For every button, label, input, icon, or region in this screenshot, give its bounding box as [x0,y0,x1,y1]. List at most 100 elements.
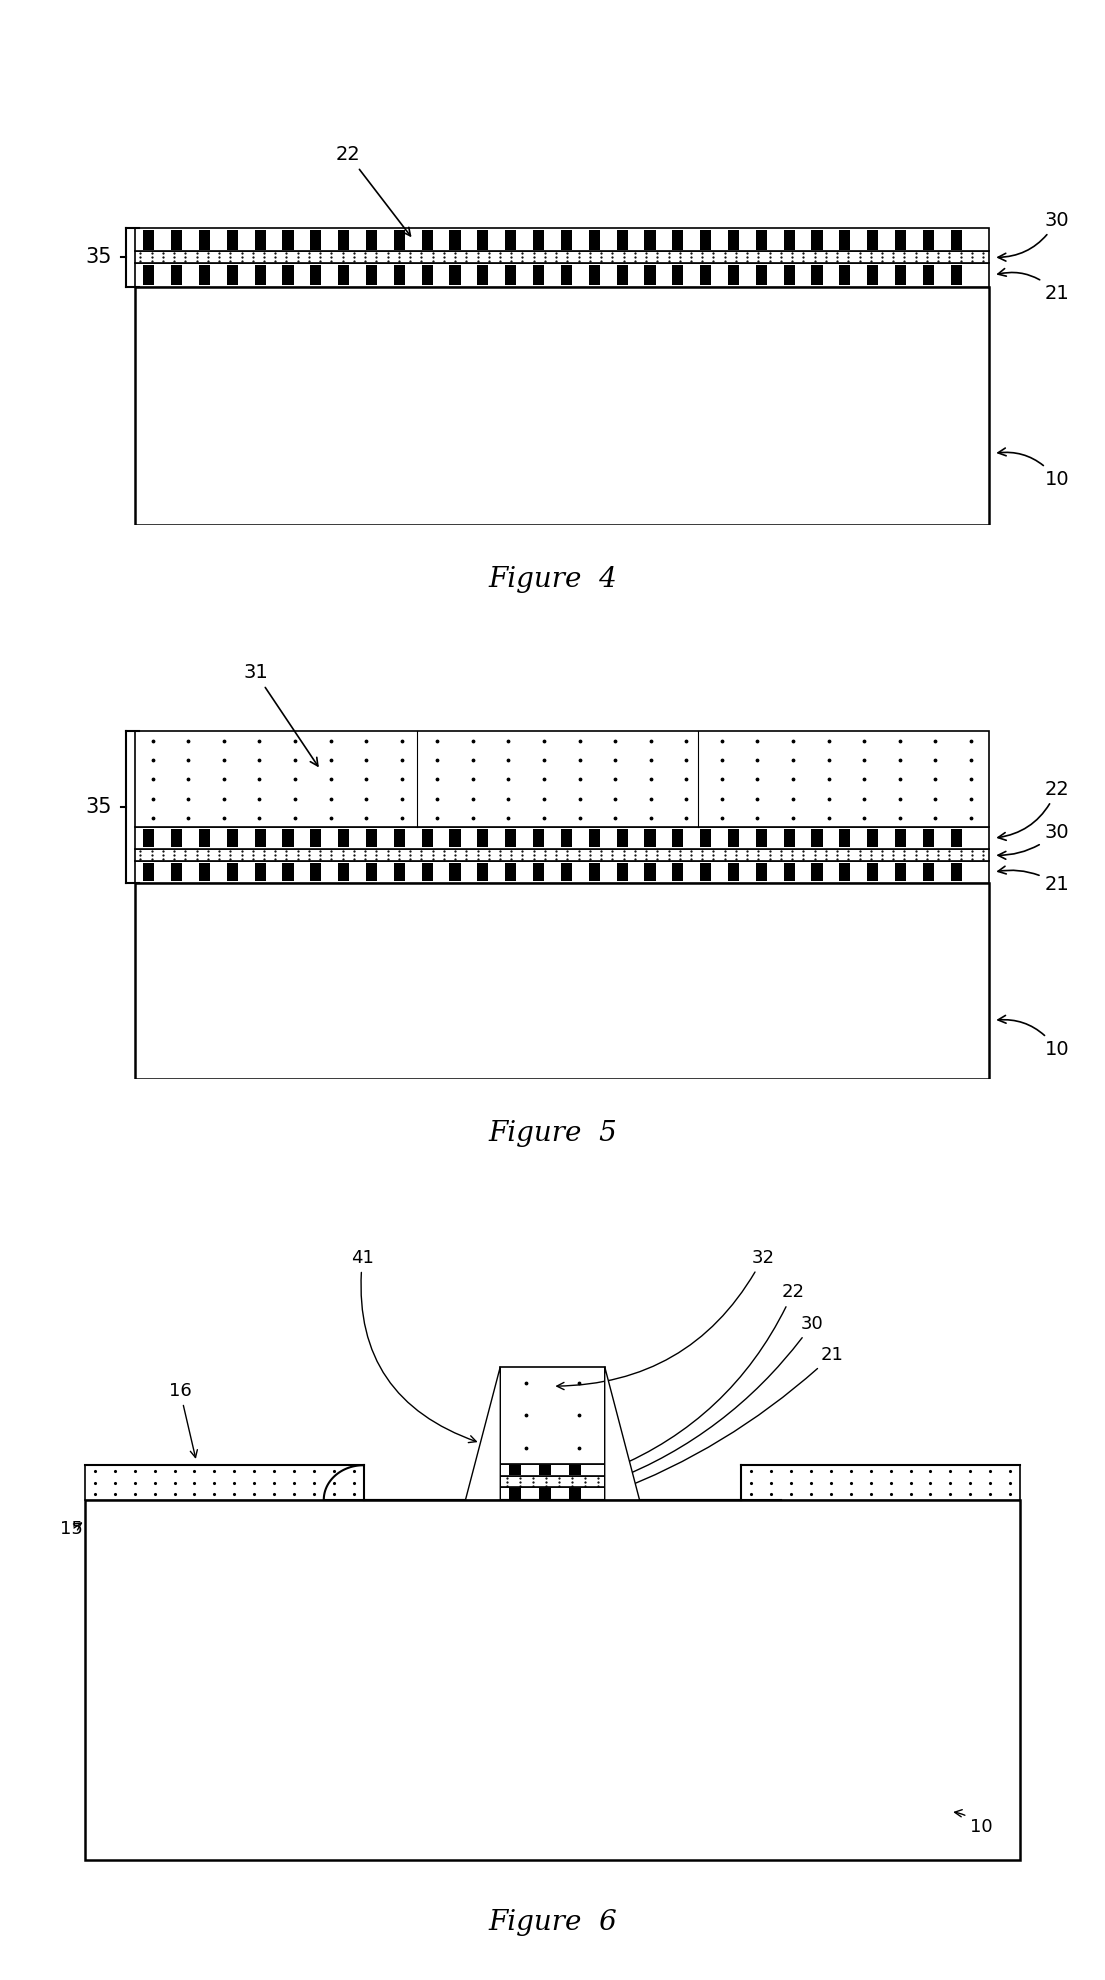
Bar [728,863,739,881]
Bar [199,265,210,285]
Bar [450,265,461,285]
Bar [135,861,989,883]
Bar [311,830,322,847]
Bar [144,830,155,847]
Bar [617,265,628,285]
Bar [366,830,377,847]
Bar [85,1465,364,1501]
Bar [728,830,739,847]
Bar [811,230,822,249]
Bar [338,265,349,285]
Bar [393,230,404,249]
Bar [672,830,683,847]
Text: 22: 22 [613,1283,804,1469]
Bar [561,230,572,249]
Bar [840,230,851,249]
Bar [135,828,989,849]
Text: 31: 31 [243,663,318,766]
Bar [477,265,488,285]
Bar [477,230,488,249]
Bar [501,1487,604,1501]
Bar [672,863,683,881]
Bar [366,265,377,285]
Bar [589,830,600,847]
Bar [505,863,516,881]
Bar [644,863,655,881]
Bar [756,265,767,285]
Bar [811,830,822,847]
Bar [644,230,655,249]
Polygon shape [465,1366,501,1501]
Bar [840,863,851,881]
Bar [144,230,155,249]
Bar [756,830,767,847]
Bar [756,230,767,249]
Bar [135,263,989,287]
Bar [450,863,461,881]
Text: 10: 10 [955,1810,992,1837]
Bar [283,830,294,847]
Bar [867,230,878,249]
Bar [199,230,210,249]
Bar [171,863,182,881]
Bar [501,1463,604,1477]
Text: 21: 21 [998,867,1070,893]
Bar [533,265,544,285]
Bar [505,230,516,249]
Bar [867,830,878,847]
Bar [254,265,265,285]
Bar [811,265,822,285]
Bar [867,863,878,881]
Bar [811,863,822,881]
Bar [144,265,155,285]
Bar [783,230,794,249]
Text: 21: 21 [613,1346,844,1493]
Bar [509,1489,522,1499]
Bar [589,230,600,249]
Bar [617,830,628,847]
Bar [254,830,265,847]
Bar [135,883,989,1079]
Polygon shape [604,1366,640,1501]
Bar [950,230,961,249]
Bar [501,1477,604,1487]
Text: 21: 21 [998,269,1070,303]
Bar [501,1366,604,1463]
Text: 15: 15 [60,1521,83,1538]
Text: Figure  6: Figure 6 [488,1909,617,1936]
Bar [783,863,794,881]
Bar [505,265,516,285]
Bar [227,230,238,249]
Bar [589,265,600,285]
Bar [283,863,294,881]
Bar [895,230,906,249]
Bar [135,251,989,263]
Bar [171,230,182,249]
Text: 41: 41 [351,1249,476,1443]
Bar [422,230,433,249]
Bar [533,230,544,249]
Bar [254,863,265,881]
Text: 10: 10 [998,1016,1069,1059]
Bar [701,230,712,249]
Bar [422,863,433,881]
Bar [227,265,238,285]
Text: 16: 16 [169,1382,198,1457]
Bar [135,228,989,251]
Bar [644,265,655,285]
Bar [450,830,461,847]
Bar [135,287,989,525]
Bar [171,830,182,847]
Bar [338,830,349,847]
Bar [895,830,906,847]
Text: 22: 22 [998,780,1070,840]
Bar [728,265,739,285]
Bar [477,830,488,847]
Bar [283,230,294,249]
Bar [561,265,572,285]
Text: 35: 35 [85,798,112,818]
Bar [144,863,155,881]
Bar [393,863,404,881]
Bar [701,830,712,847]
Bar [283,265,294,285]
